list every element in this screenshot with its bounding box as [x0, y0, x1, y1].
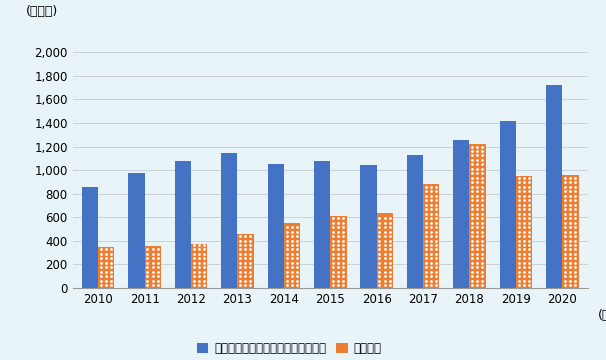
Bar	[546, 85, 562, 288]
Text: (年): (年)	[598, 309, 606, 322]
Bar	[314, 161, 330, 288]
Bar	[516, 176, 532, 288]
Bar	[500, 121, 516, 288]
Bar	[145, 246, 161, 288]
Legend: プロッセサーおよびコントローラー, 記憶素子: プロッセサーおよびコントローラー, 記憶素子	[192, 337, 386, 360]
Text: (億ドル): (億ドル)	[27, 5, 59, 18]
Bar	[377, 213, 393, 288]
Bar	[128, 172, 145, 288]
Bar	[268, 164, 284, 288]
Bar	[423, 184, 439, 288]
Bar	[175, 161, 191, 288]
Bar	[98, 247, 115, 288]
Bar	[330, 216, 347, 288]
Bar	[470, 144, 486, 288]
Bar	[82, 187, 98, 288]
Bar	[221, 153, 238, 288]
Bar	[191, 244, 207, 288]
Bar	[238, 234, 254, 288]
Bar	[407, 155, 423, 288]
Bar	[361, 165, 377, 288]
Bar	[284, 223, 300, 288]
Bar	[562, 175, 579, 288]
Bar	[453, 140, 470, 288]
